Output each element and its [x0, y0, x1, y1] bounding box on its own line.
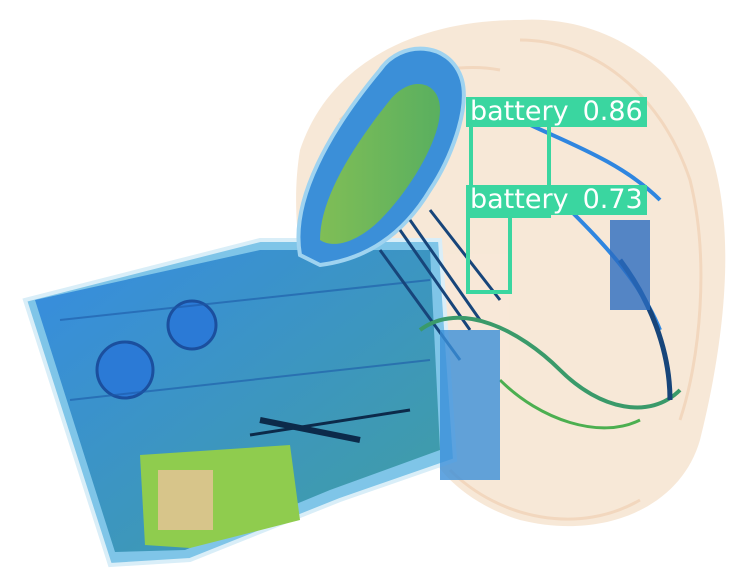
detection-class: battery — [470, 96, 569, 127]
elongated-object — [296, 46, 466, 268]
laptop-shape — [22, 238, 458, 568]
detection-label: battery 0.86 — [466, 97, 647, 127]
detection-confidence: 0.73 — [582, 184, 643, 215]
detection-class: battery — [470, 184, 569, 215]
detection-label: battery 0.73 — [466, 185, 647, 215]
detection-box-battery — [466, 212, 512, 294]
detection-confidence: 0.86 — [582, 96, 643, 127]
